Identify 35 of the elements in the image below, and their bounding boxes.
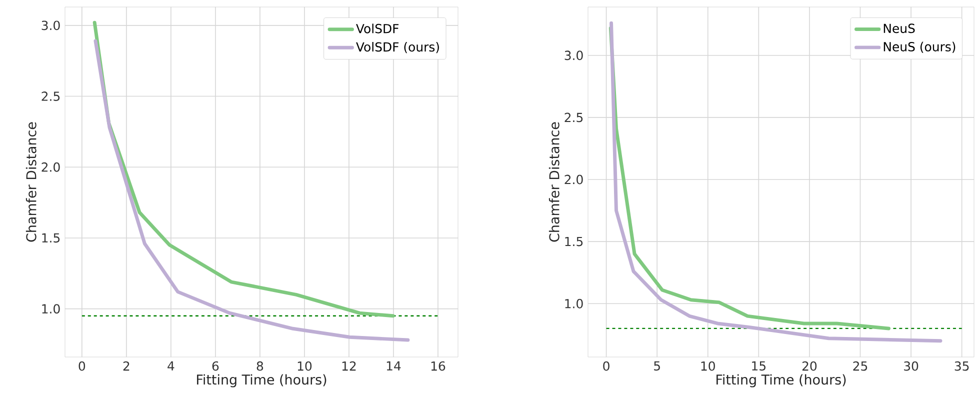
x-tick-label: 16 [431,361,446,371]
legend-label: NeuS [884,24,915,34]
x-axis-title: Fitting Time (hours) [197,374,326,388]
legend-label: VolSDF [356,24,399,34]
y-tick-label: 3.0 [564,50,583,60]
x-tick-label: 0 [78,361,86,371]
y-tick-label: 2.0 [564,174,583,184]
x-tick-label: 35 [954,361,969,371]
y-tick-label: 3.0 [42,20,60,30]
x-tick-label: 0 [603,361,610,371]
x-tick-label: 5 [654,361,660,371]
y-tick-label: 2.5 [564,112,583,122]
y-tick-label: 1.5 [42,233,60,243]
y-tick-label: 2.0 [42,162,60,172]
y-tick-label: 1.5 [565,236,583,246]
x-tick-label: 8 [256,361,264,371]
y-axis-title: Chamfer Distance [548,122,560,242]
x-tick-label: 10 [298,361,312,371]
x-tick-label: 6 [212,361,219,371]
x-tick-label: 25 [853,361,868,371]
legend-label: VolSDF (ours) [356,42,439,54]
x-tick-label: 4 [168,361,174,370]
y-axis-title: Chamfer Distance [26,122,36,242]
y-tick-label: 1.0 [42,304,60,314]
x-tick-label: 30 [904,361,918,371]
x-tick-label: 2 [123,361,130,371]
y-tick-label: 1.0 [565,298,583,308]
x-tick-label: 12 [342,361,356,371]
y-tick-label: 2.5 [42,92,60,101]
x-axis-title: Fitting Time (hours) [716,374,846,388]
legend-label: NeuS (ours) [884,42,956,53]
x-tick-label: 10 [701,361,715,371]
x-tick-label: 14 [386,361,401,370]
x-tick-label: 20 [802,361,817,371]
x-tick-label: 15 [752,361,766,371]
